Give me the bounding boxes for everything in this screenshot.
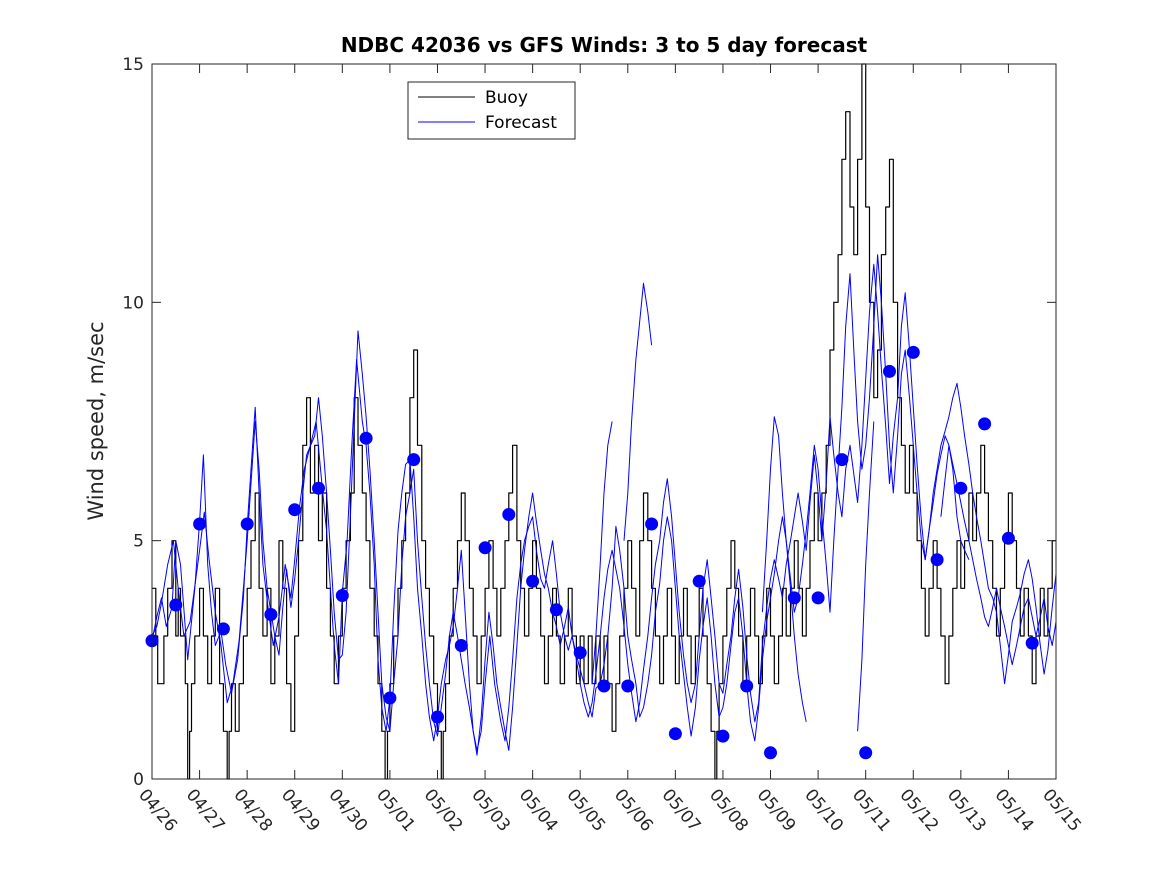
series-line-forecast-2 xyxy=(151,263,1057,756)
y-tick-label-1: 5 xyxy=(133,532,144,552)
series-line-forecast-7 xyxy=(940,444,970,560)
forecast-point-37 xyxy=(1025,636,1039,650)
series-line-forecast-6 xyxy=(857,421,875,732)
y-tick-label-2: 10 xyxy=(122,293,144,313)
series-line-buoy-0 xyxy=(152,63,1056,780)
forecast-point-10 xyxy=(383,691,397,705)
forecast-point-13 xyxy=(454,639,468,652)
legend-forecast-label: Forecast xyxy=(485,113,557,133)
forecast-point-9 xyxy=(359,431,373,445)
marker-layer xyxy=(145,345,1039,760)
forecast-point-29 xyxy=(835,453,849,467)
forecast-point-17 xyxy=(549,603,563,617)
forecast-point-1 xyxy=(169,598,183,612)
forecast-point-31 xyxy=(883,364,896,378)
forecast-point-16 xyxy=(526,574,540,588)
forecast-point-20 xyxy=(621,679,635,693)
forecast-point-11 xyxy=(407,453,421,467)
forecast-point-22 xyxy=(668,727,682,741)
forecast-point-23 xyxy=(692,574,706,588)
forecast-point-4 xyxy=(240,517,254,531)
forecast-point-27 xyxy=(787,591,801,605)
series-line-forecast-5 xyxy=(761,416,807,722)
forecast-point-35 xyxy=(978,417,992,431)
series-layer xyxy=(151,63,1057,780)
forecast-point-32 xyxy=(906,345,920,359)
legend-box xyxy=(407,81,576,140)
forecast-point-7 xyxy=(312,481,325,495)
forecast-point-34 xyxy=(954,481,968,495)
forecast-point-25 xyxy=(740,679,754,693)
forecast-point-5 xyxy=(264,608,278,621)
forecast-point-8 xyxy=(335,589,349,602)
forecast-point-12 xyxy=(431,710,444,724)
legend-buoy-label: Buoy xyxy=(485,88,528,108)
axes-box xyxy=(151,63,1057,780)
forecast-point-33 xyxy=(930,553,944,567)
forecast-point-21 xyxy=(645,517,659,531)
forecast-point-28 xyxy=(811,591,825,605)
forecast-point-2 xyxy=(193,517,207,531)
series-line-forecast-4 xyxy=(623,282,653,541)
series-line-forecast-3 xyxy=(591,421,613,684)
legend: Buoy Forecast xyxy=(407,81,576,140)
forecast-point-36 xyxy=(1001,531,1015,545)
y-tick-label-3: 15 xyxy=(122,55,144,75)
forecast-point-24 xyxy=(716,729,730,743)
forecast-point-14 xyxy=(478,541,492,555)
chart-title: NDBC 42036 vs GFS Winds: 3 to 5 day fore… xyxy=(341,33,868,57)
forecast-point-26 xyxy=(764,746,777,760)
y-axis-label: Wind speed, m/sec xyxy=(84,321,108,520)
y-tick-label-0: 0 xyxy=(133,770,144,790)
forecast-point-18 xyxy=(573,646,587,660)
forecast-point-6 xyxy=(288,503,302,517)
forecast-point-15 xyxy=(502,508,516,521)
forecast-point-30 xyxy=(859,746,873,760)
forecast-point-19 xyxy=(597,679,611,693)
series-line-forecast-1 xyxy=(151,254,1057,751)
forecast-point-3 xyxy=(216,622,230,636)
